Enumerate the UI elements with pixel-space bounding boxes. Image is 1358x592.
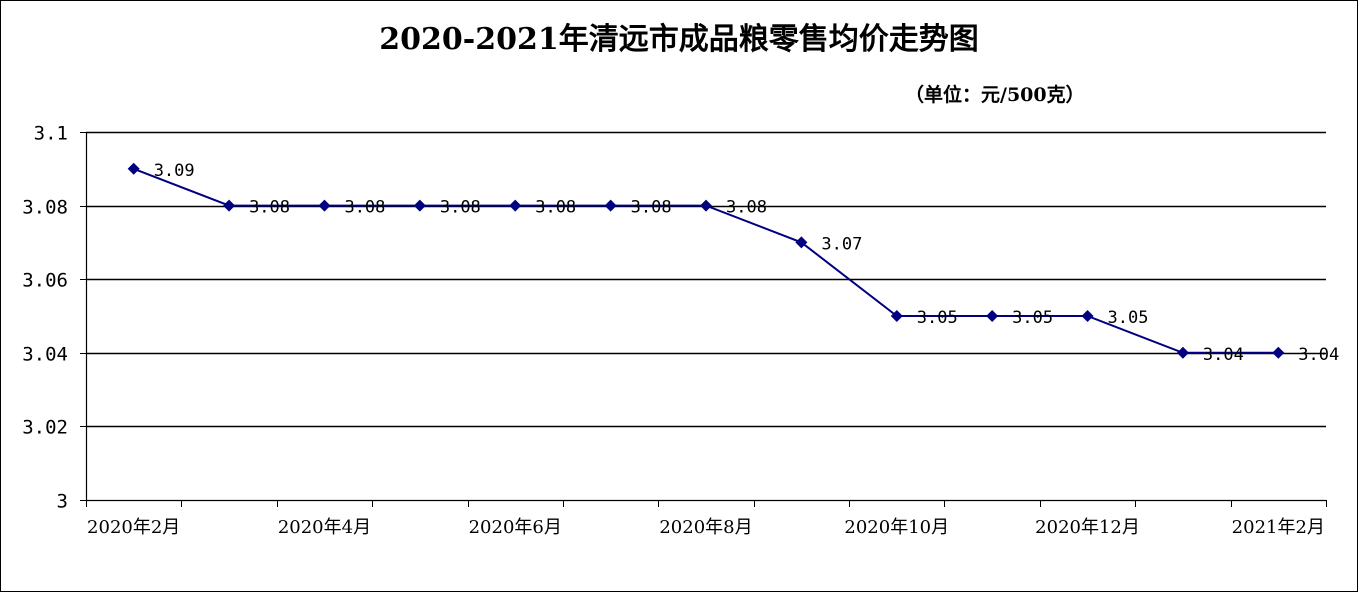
data-point [795, 236, 808, 249]
unit-label: （单位：元/500克） [905, 84, 1085, 106]
data-label: 3.05 [1108, 308, 1149, 328]
data-label: 3.04 [1203, 345, 1244, 365]
x-tick-label: 2020年12月 [1035, 517, 1140, 538]
gridlines [86, 131, 1326, 428]
y-tick-label: 3.02 [22, 417, 68, 439]
data-point [700, 199, 712, 212]
data-label: 3.09 [154, 161, 195, 181]
y-tick-label: 3.08 [22, 197, 68, 219]
data-point [509, 199, 522, 212]
data-labels: 3.09 3.08 3.08 3.08 3.08 3.08 3.08 3.07 3.05 3.05… [154, 161, 1340, 365]
y-tick-label: 3.1 [34, 123, 68, 145]
y-tick-label: 3 [57, 491, 68, 513]
data-label: 3.07 [821, 234, 862, 254]
data-point [1176, 346, 1189, 359]
axes: 3 3.02 3.04 3.06 3.08 3.1 2020年2月 2020年4月 2020年6… [22, 123, 1327, 538]
chart-title: 2020-2021年清远市成品粮零售均价走势图 [379, 22, 979, 57]
data-label: 3.08 [344, 198, 385, 218]
data-label: 3.08 [726, 198, 767, 218]
data-label: 3.08 [440, 198, 481, 218]
data-label: 3.04 [1298, 345, 1339, 365]
data-point [318, 199, 331, 212]
data-point [604, 199, 617, 212]
x-tick-label: 2020年6月 [469, 517, 562, 538]
data-point [223, 199, 236, 212]
x-tick-label: 2020年10月 [844, 517, 949, 538]
y-tick-label: 3.06 [22, 270, 68, 292]
data-point [986, 310, 999, 322]
data-point [1272, 346, 1285, 359]
data-point [127, 162, 140, 175]
x-tick-label: 2021年2月 [1232, 517, 1325, 538]
data-point [413, 199, 426, 212]
y-tick-label: 3.04 [22, 344, 68, 366]
data-point [890, 310, 903, 322]
data-label: 3.05 [1012, 308, 1053, 328]
x-tick-label: 2020年2月 [87, 517, 180, 538]
x-tick-label: 2020年4月 [278, 517, 371, 538]
data-label: 3.08 [249, 198, 290, 218]
data-label: 3.05 [917, 308, 958, 328]
data-point [1081, 310, 1094, 322]
data-label: 3.08 [535, 198, 576, 218]
x-tick-label: 2020年8月 [659, 517, 752, 538]
price-series [127, 162, 1285, 359]
data-label: 3.08 [631, 198, 672, 218]
